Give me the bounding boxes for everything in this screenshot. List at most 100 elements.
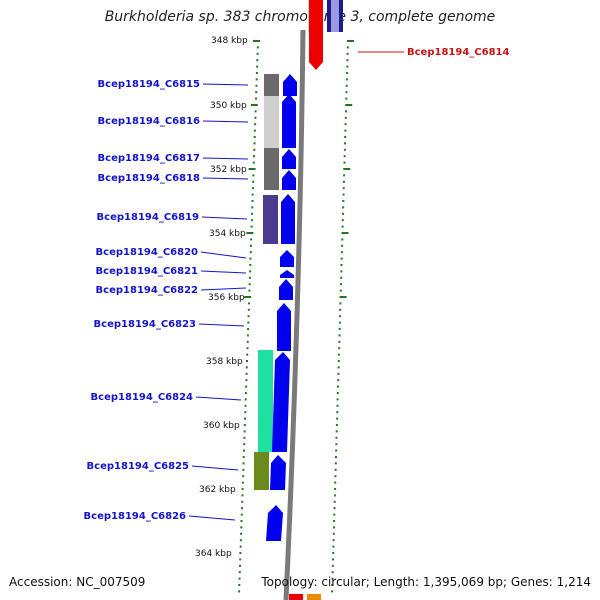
tick-mark xyxy=(337,353,340,356)
gene-label-c6822[interactable]: Bcep18194_C6822 xyxy=(96,285,198,296)
tick-mark xyxy=(247,328,250,330)
topology-text: Topology: circular; Length: 1,395,069 bp… xyxy=(261,575,591,589)
gene-label-c6817[interactable]: Bcep18194_C6817 xyxy=(98,153,200,164)
kbp-label: 360 kbp xyxy=(203,421,240,431)
gene-arrow-c6820[interactable] xyxy=(280,250,294,267)
similarity-block xyxy=(258,350,273,452)
tick-mark xyxy=(253,129,256,132)
tick-mark xyxy=(331,577,334,580)
similarity-block xyxy=(263,195,278,244)
gene-label-c6816[interactable]: Bcep18194_C6816 xyxy=(98,116,200,127)
tick-mark xyxy=(247,315,250,318)
tick-mark xyxy=(342,187,345,190)
tick-mark xyxy=(245,379,248,382)
tick-mark xyxy=(344,129,347,132)
kbp-label: 364 kbp xyxy=(195,549,232,559)
tick-mark xyxy=(338,334,341,337)
tick-mark xyxy=(336,392,339,394)
tick-mark xyxy=(336,398,339,401)
tick-mark xyxy=(346,72,349,74)
tick-mark xyxy=(341,244,344,247)
gene-arrow-c6826[interactable] xyxy=(266,505,283,541)
tick-mark xyxy=(242,475,245,478)
tick-mark xyxy=(332,532,335,535)
tick-mark xyxy=(331,571,334,574)
gene-label-c6819[interactable]: Bcep18194_C6819 xyxy=(97,212,199,223)
tick-mark xyxy=(256,52,259,55)
tick-mark xyxy=(344,136,347,138)
gene-arrow-c6818[interactable] xyxy=(282,170,296,190)
tick-mark xyxy=(256,46,259,49)
leader-line xyxy=(188,515,236,521)
tick-mark xyxy=(246,353,249,356)
gene-arrow-c6819[interactable] xyxy=(281,194,295,244)
tick-mark xyxy=(343,174,346,177)
gene-label-c6826[interactable]: Bcep18194_C6826 xyxy=(84,511,186,522)
tick-mark xyxy=(343,148,346,151)
gene-arrow-c6821[interactable] xyxy=(280,270,294,278)
tick-mark xyxy=(331,584,334,586)
gene-arrow-c6817[interactable] xyxy=(282,149,296,169)
tick-mark xyxy=(253,136,256,138)
gene-label-c6818[interactable]: Bcep18194_C6818 xyxy=(98,173,200,184)
kbp-label: 354 kbp xyxy=(209,229,246,239)
tick-mark xyxy=(340,264,343,266)
gene-label-c6814[interactable]: Bcep18194_C6814 xyxy=(407,47,509,58)
tick-mark xyxy=(239,545,242,548)
kbp-label: 352 kbp xyxy=(210,165,247,175)
gene-arrow-c6824[interactable] xyxy=(272,352,290,452)
tick-mark xyxy=(333,494,336,497)
tick-mark xyxy=(343,161,346,164)
gene-arrow-c6814[interactable] xyxy=(309,0,323,70)
gene-label-c6815[interactable]: Bcep18194_C6815 xyxy=(98,79,200,90)
tick-mark xyxy=(248,168,256,170)
tick-mark xyxy=(250,244,252,247)
gene-arrow-c6823[interactable] xyxy=(277,303,291,351)
gene-arrow-c6815[interactable] xyxy=(283,74,297,96)
kbp-label: 350 kbp xyxy=(210,101,247,111)
tick-mark xyxy=(334,462,337,465)
tick-mark xyxy=(336,411,339,414)
tick-mark xyxy=(335,430,338,433)
gene-label-c6825[interactable]: Bcep18194_C6825 xyxy=(87,461,189,472)
tick-mark xyxy=(338,340,341,343)
tick-mark xyxy=(334,475,337,478)
tick-mark xyxy=(343,168,351,170)
tick-mark xyxy=(255,91,258,94)
gene-arrow-c6825[interactable] xyxy=(270,455,286,490)
tick-mark xyxy=(249,257,252,260)
tick-mark xyxy=(254,116,257,119)
tick-mark xyxy=(238,590,241,593)
tick-mark xyxy=(340,270,343,273)
left-tick-column xyxy=(238,40,260,593)
leader-line xyxy=(195,396,242,401)
leader-lines xyxy=(188,51,404,521)
tick-mark xyxy=(254,123,257,126)
tick-mark xyxy=(245,385,248,388)
similarity-block xyxy=(254,452,269,490)
tick-mark xyxy=(334,488,337,490)
tick-mark xyxy=(346,65,349,68)
tick-mark xyxy=(243,424,246,426)
tick-mark xyxy=(342,206,345,209)
tick-mark xyxy=(250,225,253,228)
tick-mark xyxy=(250,104,258,106)
gene-label-c6823[interactable]: Bcep18194_C6823 xyxy=(94,319,196,330)
right-tick-column xyxy=(331,40,354,593)
tick-mark xyxy=(252,187,254,190)
tick-mark xyxy=(249,251,252,254)
gene-label-c6820[interactable]: Bcep18194_C6820 xyxy=(96,247,198,258)
tick-mark xyxy=(331,564,334,567)
tick-mark xyxy=(344,116,347,119)
tick-mark xyxy=(243,449,245,452)
tick-mark xyxy=(338,347,341,350)
tick-mark xyxy=(339,308,342,311)
gene-label-c6821[interactable]: Bcep18194_C6821 xyxy=(96,266,198,277)
tick-mark xyxy=(251,212,254,215)
gene-label-c6824[interactable]: Bcep18194_C6824 xyxy=(91,392,193,403)
gene-arrow-c6822[interactable] xyxy=(279,279,293,300)
kbp-label: 348 kbp xyxy=(211,36,248,46)
tick-mark xyxy=(255,97,257,100)
gene-arrow-c6816[interactable] xyxy=(282,94,296,148)
tick-mark xyxy=(340,276,343,279)
